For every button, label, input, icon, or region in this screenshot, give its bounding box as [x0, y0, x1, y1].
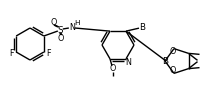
Text: H: H — [74, 20, 80, 26]
Text: S: S — [57, 26, 63, 34]
Text: B: B — [139, 23, 145, 32]
Text: O: O — [170, 66, 176, 75]
Text: F: F — [9, 49, 13, 58]
Text: N: N — [69, 22, 75, 31]
Text: O: O — [51, 18, 57, 27]
Text: F: F — [47, 49, 51, 58]
Text: O: O — [170, 47, 176, 56]
Text: B: B — [162, 57, 168, 66]
Text: N: N — [125, 58, 131, 67]
Text: O: O — [110, 64, 116, 73]
Text: O: O — [58, 33, 64, 42]
